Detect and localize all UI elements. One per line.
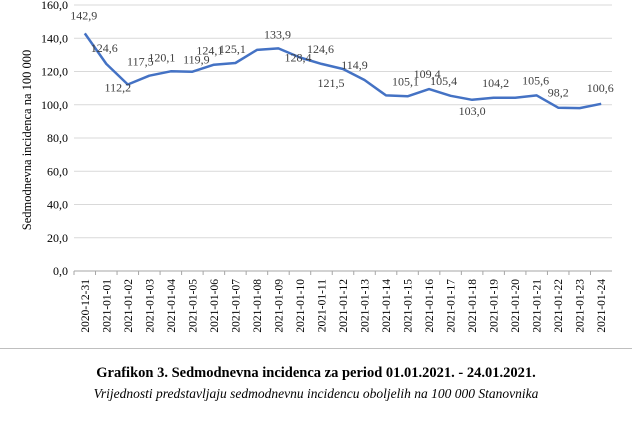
y-tick-label: 60,0: [47, 164, 68, 178]
figure-caption-title: Grafikon 3. Sedmodnevna incidenca za per…: [96, 365, 536, 381]
data-label: 121,5: [318, 76, 345, 90]
x-tick-label: 2021-01-15: [403, 279, 415, 333]
data-label: 104,2: [482, 76, 509, 90]
y-tick-label: 20,0: [47, 231, 68, 245]
data-label: 105,6: [522, 73, 549, 87]
data-label: 112,2: [105, 80, 132, 94]
x-tick-label: 2021-01-09: [273, 279, 285, 333]
data-label: 109,4: [414, 67, 441, 81]
y-tick-label: 120,0: [41, 65, 68, 79]
x-tick-label: 2021-01-21: [532, 279, 544, 333]
y-tick-label: 40,0: [47, 198, 68, 212]
x-axis-ticks: 2020-12-31 2021-01-01 2021-01-02 2021-01-03…: [73, 271, 608, 333]
data-label: 124,1: [196, 44, 223, 58]
x-tick-label: 2021-01-01: [101, 279, 113, 333]
data-label: 100,6: [587, 81, 614, 95]
x-tick-label: 2021-01-08: [252, 279, 264, 333]
x-tick-label: 2021-01-14: [381, 279, 393, 333]
x-tick-label: 2020-12-31: [80, 279, 92, 333]
figure-caption-subtitle: Vrijednosti predstavljaju sedmodnevnu in…: [93, 386, 539, 401]
y-tick-label: 140,0: [41, 31, 68, 45]
x-tick-label: 2021-01-23: [575, 279, 587, 333]
x-tick-label: 2021-01-16: [424, 279, 436, 333]
data-label: 120,1: [148, 50, 175, 64]
x-tick-label: 2021-01-13: [360, 279, 372, 333]
data-label: 117,5: [127, 55, 154, 69]
x-tick-label: 2021-01-22: [553, 279, 565, 333]
data-label: 119,9: [183, 53, 210, 67]
data-label: 133,9: [264, 27, 291, 41]
x-tick-label: 2021-01-24: [596, 279, 608, 333]
y-axis-label: Sedmodnevna incidenca na 100 000: [20, 50, 34, 231]
y-tick-label: 160,0: [41, 0, 68, 12]
series-line: [83, 32, 602, 110]
y-tick-label: 80,0: [47, 131, 68, 145]
x-tick-label: 2021-01-18: [467, 279, 479, 333]
y-tick-label: 0,0: [53, 264, 68, 278]
x-tick-label: 2021-01-06: [209, 279, 221, 333]
data-label: 105,1: [392, 74, 419, 88]
chart-frame-border: [0, 348, 632, 349]
x-tick-label: 2021-01-19: [489, 279, 501, 333]
x-tick-label: 2021-01-02: [123, 279, 135, 333]
y-tick-label: 100,0: [41, 98, 68, 112]
x-tick-label: 2021-01-05: [187, 279, 199, 333]
data-label: 114,9: [341, 58, 368, 72]
gridlines: [74, 4, 612, 272]
x-tick-label: 2021-01-04: [166, 279, 178, 333]
data-label: 124,6: [307, 42, 334, 56]
data-label: 142,9: [70, 8, 97, 22]
x-tick-label: 2021-01-03: [144, 279, 156, 333]
x-tick-label: 2021-01-10: [295, 279, 307, 333]
x-tick-label: 2021-01-17: [446, 279, 458, 333]
data-label: 98,2: [548, 86, 569, 100]
x-tick-label: 2021-01-11: [316, 279, 328, 332]
line-chart: 0,020,040,060,080,0100,0120,0140,0160,0 …: [20, 0, 614, 333]
x-tick-label: 2021-01-20: [510, 279, 522, 333]
y-axis-ticks: 0,0 20,0 40,0 60,0 80,0 100,0 120,0 140,0 160,0: [41, 0, 68, 278]
x-tick-label: 2021-01-12: [338, 279, 350, 333]
data-label: 124,6: [91, 41, 118, 55]
x-tick-label: 2021-01-07: [230, 279, 242, 333]
data-label: 103,0: [459, 104, 486, 118]
data-label: 105,4: [430, 74, 457, 88]
data-label: 128,4: [284, 51, 311, 65]
data-label: 125,1: [219, 42, 246, 56]
